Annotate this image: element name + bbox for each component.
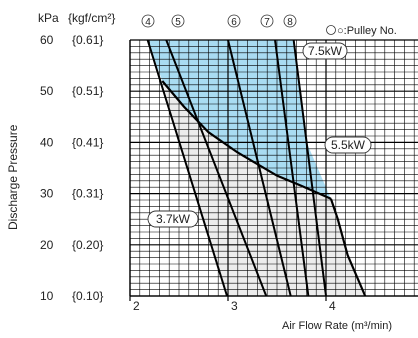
- y-axis-title: Discharge Pressure: [6, 124, 20, 230]
- pulley-marker-4: 4: [141, 14, 155, 28]
- pulley-number: 5: [175, 17, 181, 28]
- pulley-marker-5: 5: [171, 14, 185, 28]
- y-tick-kpa: 30: [40, 187, 54, 201]
- pulley-line-7: [274, 39, 310, 297]
- curve-5-5kw: [161, 80, 332, 200]
- power-label-box: [302, 42, 348, 60]
- region-above-5-5kw: [147, 40, 331, 199]
- legend-circle-icon: [326, 25, 336, 35]
- y-tick-kgf: {0.51}: [72, 84, 103, 98]
- pulley-lines: [146, 39, 327, 297]
- pulley-circle: [283, 14, 297, 28]
- y-tick-kgf: {0.31}: [72, 187, 103, 201]
- pulley-circle: [227, 14, 241, 28]
- pulley-marker-8: 8: [283, 14, 297, 28]
- pulley-line-8: [292, 39, 327, 297]
- pulley-marker-7: 7: [260, 14, 274, 28]
- power-label-box: [324, 136, 372, 154]
- pulley-number: 7: [264, 17, 270, 28]
- power-label-text: 7.5kW: [308, 44, 343, 58]
- y-tick-kpa: 20: [40, 238, 54, 252]
- x-tick-label: 3: [231, 299, 238, 313]
- y-tick-kgf: {0.10}: [72, 289, 103, 303]
- y-tick-kpa: 60: [40, 33, 54, 47]
- y-tick-kpa: 10: [40, 289, 54, 303]
- y-tick-kpa: 50: [40, 84, 54, 98]
- pulley-number: 6: [231, 17, 237, 28]
- y-tick-kgf: {0.61}: [72, 33, 103, 47]
- y-tick-kpa: 40: [40, 135, 54, 149]
- power-labels: 7.5kW 5.5kW 3.7kW: [147, 42, 372, 228]
- pulley-markers: 4 5 6 7 8: [141, 14, 336, 35]
- pulley-marker-6: 6: [227, 14, 241, 28]
- pulley-number: 8: [287, 17, 293, 28]
- pulley-line-5: [165, 39, 268, 297]
- x-tick-labels: 2345: [133, 299, 336, 313]
- power-label-3-7kw: 3.7kW: [147, 210, 199, 228]
- x-axis-title: Air Flow Rate (m³/min): [282, 320, 392, 332]
- y-tick-kgf: {0.41}: [72, 135, 103, 149]
- y-unit-secondary: {kgf/cm²}: [68, 11, 115, 25]
- x-tick-label: 2: [133, 299, 140, 313]
- pulley-number: 4: [145, 17, 151, 28]
- legend-note: ○:Pulley No.: [337, 25, 397, 37]
- power-label-text: 5.5kW: [331, 138, 366, 152]
- pulley-circle: [171, 14, 185, 28]
- pulley-circle: [260, 14, 274, 28]
- power-curves: [161, 80, 367, 297]
- power-label-box: [147, 210, 199, 228]
- y-tick-labels: 60 {0.61} 50 {0.51} 40 {0.41} 30 {0.31} 20 {0.20}…: [40, 33, 103, 303]
- curve-3-7kw: [329, 198, 367, 297]
- y-unit-primary: kPa: [38, 11, 59, 25]
- power-label-5-5kw: 5.5kW: [324, 136, 372, 154]
- x-tick-label: 4: [329, 299, 336, 313]
- power-label-text: 3.7kW: [156, 212, 191, 226]
- pulley-line-4: [146, 39, 228, 297]
- pulley-line-6: [227, 39, 292, 297]
- power-label-7-5kw: 7.5kW: [302, 42, 348, 60]
- pulley-circle: [141, 14, 155, 28]
- y-tick-kgf: {0.20}: [72, 238, 103, 252]
